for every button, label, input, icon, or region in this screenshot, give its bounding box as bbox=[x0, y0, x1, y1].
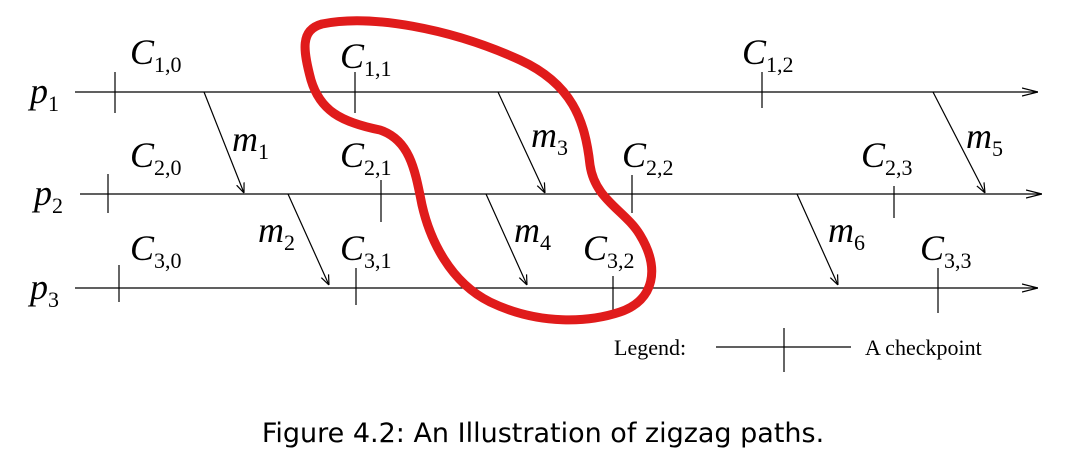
process-label-p2: p2 bbox=[31, 173, 63, 218]
message-arrow-m4 bbox=[485, 193, 527, 285]
message-label-m1: m1 bbox=[232, 119, 269, 164]
message-label-m6: m6 bbox=[828, 210, 865, 255]
checkpoint-label-c23: C2,3 bbox=[861, 135, 913, 180]
message-arrow-m6 bbox=[796, 193, 838, 285]
legend-text: A checkpoint bbox=[865, 335, 982, 360]
message-arrow-m1 bbox=[203, 91, 244, 193]
checkpoint-label-c32: C3,2 bbox=[583, 228, 635, 273]
legend-label: Legend: bbox=[614, 335, 686, 360]
message-arrow-m2 bbox=[287, 193, 329, 285]
checkpoint-label-c20: C2,0 bbox=[130, 135, 182, 180]
checkpoint-label-c33: C3,3 bbox=[920, 228, 972, 273]
checkpoint-label-c11: C1,1 bbox=[340, 36, 392, 81]
zigzag-diagram: p1 p2 p3 C1,0 C1,1 C1,2 C2,0 C2,1 C2,2 C… bbox=[27, 16, 1042, 372]
message-label-m3: m3 bbox=[531, 115, 568, 160]
process-label-p1: p1 bbox=[27, 71, 59, 116]
checkpoint-label-c12: C1,2 bbox=[742, 32, 794, 77]
zigzag-highlight-loop bbox=[300, 16, 657, 325]
message-arrow-m3 bbox=[497, 91, 545, 193]
checkpoint-label-c22: C2,2 bbox=[622, 135, 674, 180]
process-label-p3: p3 bbox=[27, 267, 59, 312]
message-label-m5: m5 bbox=[966, 116, 1003, 161]
message-label-m2: m2 bbox=[258, 210, 295, 255]
checkpoint-label-c10: C1,0 bbox=[130, 32, 182, 77]
message-arrow-m5 bbox=[932, 91, 985, 193]
checkpoint-label-c21: C2,1 bbox=[340, 135, 392, 180]
checkpoint-label-c30: C3,0 bbox=[130, 228, 182, 273]
message-label-m4: m4 bbox=[514, 210, 551, 255]
figure-caption: Figure 4.2: An Illustration of zigzag pa… bbox=[261, 418, 825, 449]
checkpoint-label-c31: C3,1 bbox=[340, 228, 392, 273]
